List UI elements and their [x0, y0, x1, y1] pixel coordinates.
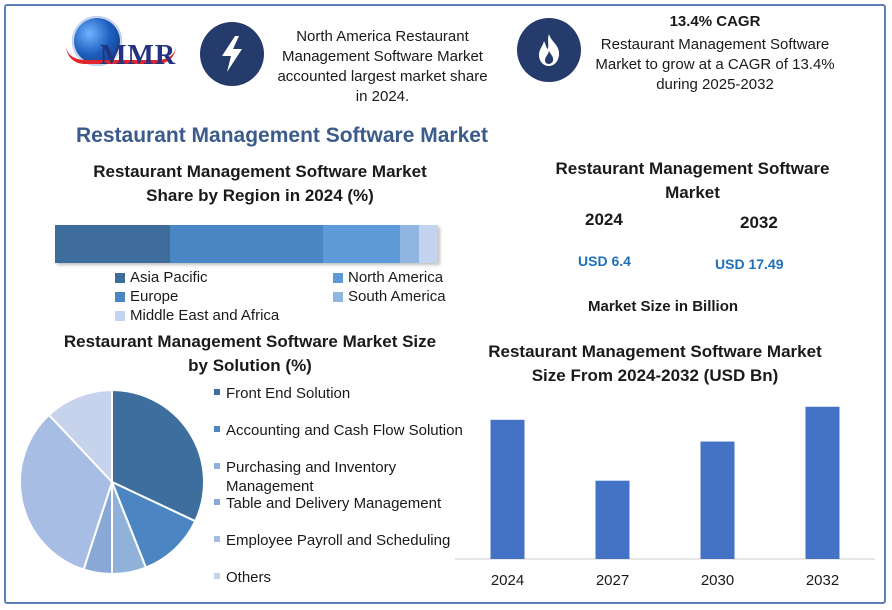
legend-label: Asia Pacific [130, 269, 208, 286]
pie-slice-0 [111, 388, 205, 523]
market-value-2024: USD 6.4 [578, 253, 631, 269]
region-bar-segment-1 [169, 225, 324, 263]
bar-chart-title: Restaurant Management Software Market Si… [488, 342, 822, 385]
market-size-title: Restaurant Management Software Market [555, 159, 830, 202]
market-year-2032: 2032 [740, 213, 778, 232]
region-bar-segment-4 [418, 225, 438, 263]
solution-chart-title: Restaurant Management Software Market Si… [63, 332, 437, 375]
region-legend-item: Europe [115, 288, 178, 305]
region-legend-item: North America [333, 269, 443, 286]
legend-swatch [214, 463, 220, 469]
region-stacked-bar [55, 225, 438, 263]
legend-swatch [214, 389, 220, 395]
region-chart-title: Restaurant Management Software Market Sh… [93, 162, 427, 205]
solution-legend-item: Table and Delivery Management [214, 494, 476, 513]
legend-label: Employee Payroll and Scheduling [226, 532, 451, 549]
region-legend-item: Middle East and Africa [115, 307, 279, 324]
legend-swatch [115, 272, 125, 283]
legend-label: Table and Delivery Management [226, 495, 442, 512]
legend-label: North America [348, 269, 444, 286]
bar-2027 [595, 480, 630, 559]
legend-swatch [115, 310, 125, 321]
logo-text: MMR [100, 40, 177, 71]
legend-swatch [115, 291, 125, 302]
solution-legend-item: Accounting and Cash Flow Solution [214, 421, 476, 440]
cagr-title: 13.4% CAGR [669, 13, 761, 30]
pie-slice-4 [19, 413, 114, 571]
legend-label: Front End Solution [226, 385, 351, 402]
legend-label: Others [226, 569, 272, 586]
market-value-2032: USD 17.49 [715, 256, 784, 272]
legend-label: Accounting and Cash Flow Solution [226, 422, 463, 439]
region-bar-segment-3 [399, 225, 419, 263]
solution-pie-chart [19, 388, 205, 576]
bar-2030 [700, 441, 735, 559]
legend-label: Europe [130, 288, 179, 305]
x-tick-label: 2032 [806, 572, 839, 589]
legend-label: South America [348, 288, 446, 305]
legend-swatch [214, 536, 220, 542]
pie-slice-1 [110, 480, 197, 569]
legend-swatch [214, 499, 220, 505]
solution-legend-item: Front End Solution [214, 384, 476, 403]
market-size-unit: Market Size in Billion [588, 298, 739, 315]
solution-legend-item: Employee Payroll and Scheduling [214, 531, 476, 550]
region-legend-item: Asia Pacific [115, 269, 208, 286]
legend-label: Middle East and Africa [130, 307, 280, 324]
logo-swoosh [66, 46, 176, 64]
infographic-frame [4, 4, 886, 604]
solution-legend-item: Others [214, 568, 476, 587]
market-year-2024: 2024 [585, 210, 623, 229]
bar-2024 [490, 419, 525, 559]
legend-swatch [333, 272, 343, 283]
legend-swatch [214, 573, 220, 579]
region-bar-segment-0 [55, 225, 170, 263]
solution-legend-item: Purchasing and Inventory Management [214, 458, 476, 496]
x-tick-label: 2030 [701, 572, 734, 589]
bar-2032 [805, 406, 840, 559]
market-size-bar-chart: 2024 2027 2030 2032 [455, 406, 875, 589]
x-tick-label: 2027 [596, 572, 629, 589]
x-tick-label: 2024 [491, 572, 524, 589]
region-legend-item: South America [333, 288, 446, 305]
pie-slice-5 [47, 388, 113, 485]
legend-swatch [333, 291, 343, 302]
legend-label: Purchasing and Inventory Management [226, 459, 397, 495]
region-bar-segment-2 [323, 225, 400, 263]
region-highlight-text: North America Restaurant Management Soft… [277, 28, 488, 105]
cagr-text: Restaurant Management Software Market to… [595, 36, 835, 93]
legend-swatch [214, 426, 220, 432]
page-title: Restaurant Management Software Market [76, 124, 488, 147]
flame-icon [517, 18, 581, 82]
lightning-icon [200, 22, 264, 86]
